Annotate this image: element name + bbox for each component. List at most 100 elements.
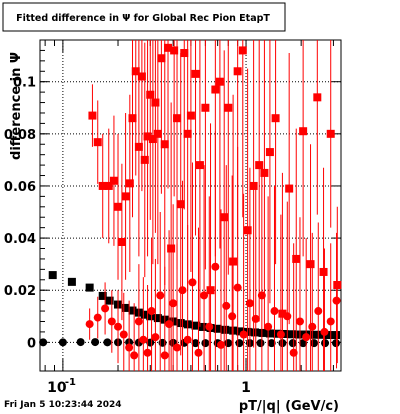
data-point xyxy=(265,148,274,157)
data-point xyxy=(85,283,94,292)
data-point xyxy=(178,286,187,295)
data-point xyxy=(198,322,207,331)
data-point xyxy=(160,351,169,360)
data-point xyxy=(131,67,140,76)
data-point xyxy=(143,132,152,141)
data-point xyxy=(167,244,176,253)
data-point xyxy=(148,135,157,144)
data-point xyxy=(104,181,113,190)
data-point xyxy=(58,338,67,347)
data-point xyxy=(165,320,174,329)
data-point xyxy=(308,322,317,331)
data-point xyxy=(317,330,326,339)
x-tick-label: 10 xyxy=(47,380,67,396)
data-point xyxy=(239,330,248,339)
data-point xyxy=(88,111,97,120)
title-box: Fitted difference in Ψ for Global Rec Pi… xyxy=(2,2,286,32)
y-tick-labels: 0 0.02 0.04 0.06 0.08 0.1 xyxy=(4,76,36,352)
data-point xyxy=(173,343,182,352)
data-point xyxy=(258,328,267,337)
data-point xyxy=(183,129,192,138)
data-point xyxy=(326,129,335,138)
data-point xyxy=(256,339,265,348)
data-point xyxy=(319,267,328,276)
data-point xyxy=(270,307,279,316)
data-point xyxy=(191,69,200,78)
data-point xyxy=(201,103,210,112)
data-point xyxy=(235,339,244,348)
data-point xyxy=(164,43,173,52)
data-point xyxy=(134,317,143,326)
data-point xyxy=(188,278,197,287)
data-point xyxy=(156,291,165,300)
data-point xyxy=(114,322,123,331)
data-point xyxy=(255,161,264,170)
data-point xyxy=(125,343,134,352)
data-point xyxy=(224,103,233,112)
data-point xyxy=(191,339,200,348)
data-point xyxy=(200,291,209,300)
data-point xyxy=(93,138,102,147)
data-point xyxy=(251,314,260,323)
data-point xyxy=(128,306,137,315)
data-point xyxy=(313,93,322,102)
data-point xyxy=(39,338,48,347)
data-point xyxy=(143,348,152,357)
data-point xyxy=(147,307,156,316)
data-point xyxy=(292,254,301,263)
data-point xyxy=(287,330,296,339)
data-point xyxy=(160,140,169,149)
data-point xyxy=(302,333,311,342)
data-point xyxy=(314,307,323,316)
data-point xyxy=(211,85,220,94)
data-point xyxy=(243,226,252,235)
series-layer xyxy=(39,40,342,371)
data-point xyxy=(130,351,139,360)
data-point xyxy=(299,127,308,136)
data-point xyxy=(251,328,260,337)
x-tick-labels: 10-1 1 xyxy=(47,377,251,396)
data-point xyxy=(151,98,160,107)
data-point xyxy=(146,338,155,347)
data-point xyxy=(107,317,116,326)
y-tick-label: 0.08 xyxy=(4,128,36,143)
data-point xyxy=(267,339,276,348)
data-point xyxy=(153,314,162,323)
x-tick-label-exponent: -1 xyxy=(65,377,76,388)
data-point xyxy=(257,291,266,300)
data-point xyxy=(121,192,130,201)
y-tick-label: 0.02 xyxy=(4,284,36,299)
data-point xyxy=(194,348,203,357)
data-point xyxy=(260,168,269,177)
data-point xyxy=(238,46,247,55)
y-tick-label: 0.06 xyxy=(4,180,36,195)
data-point xyxy=(276,330,285,339)
y-axis-label: difference in Ψ xyxy=(9,52,24,160)
data-point xyxy=(324,331,333,340)
data-point xyxy=(285,184,294,193)
data-series xyxy=(88,40,342,371)
data-point xyxy=(206,286,215,295)
data-point xyxy=(183,335,192,344)
data-point xyxy=(278,309,287,318)
data-point xyxy=(169,299,178,308)
data-point xyxy=(288,339,297,348)
data-series xyxy=(85,131,341,371)
data-point xyxy=(264,322,273,331)
data-point xyxy=(295,330,304,339)
data-point xyxy=(220,213,229,222)
footer-date: Fri Jan 5 10:23:44 2024 xyxy=(4,400,122,410)
data-point xyxy=(98,181,107,190)
data-point xyxy=(309,339,318,348)
data-point xyxy=(205,322,214,331)
data-point xyxy=(333,280,342,289)
data-point xyxy=(320,327,329,336)
data-point xyxy=(170,46,179,55)
data-point xyxy=(176,200,185,209)
data-point xyxy=(224,339,233,348)
data-point xyxy=(332,296,341,305)
data-point xyxy=(321,339,330,348)
data-point xyxy=(121,303,130,312)
data-point xyxy=(67,277,76,286)
data-point xyxy=(249,181,258,190)
